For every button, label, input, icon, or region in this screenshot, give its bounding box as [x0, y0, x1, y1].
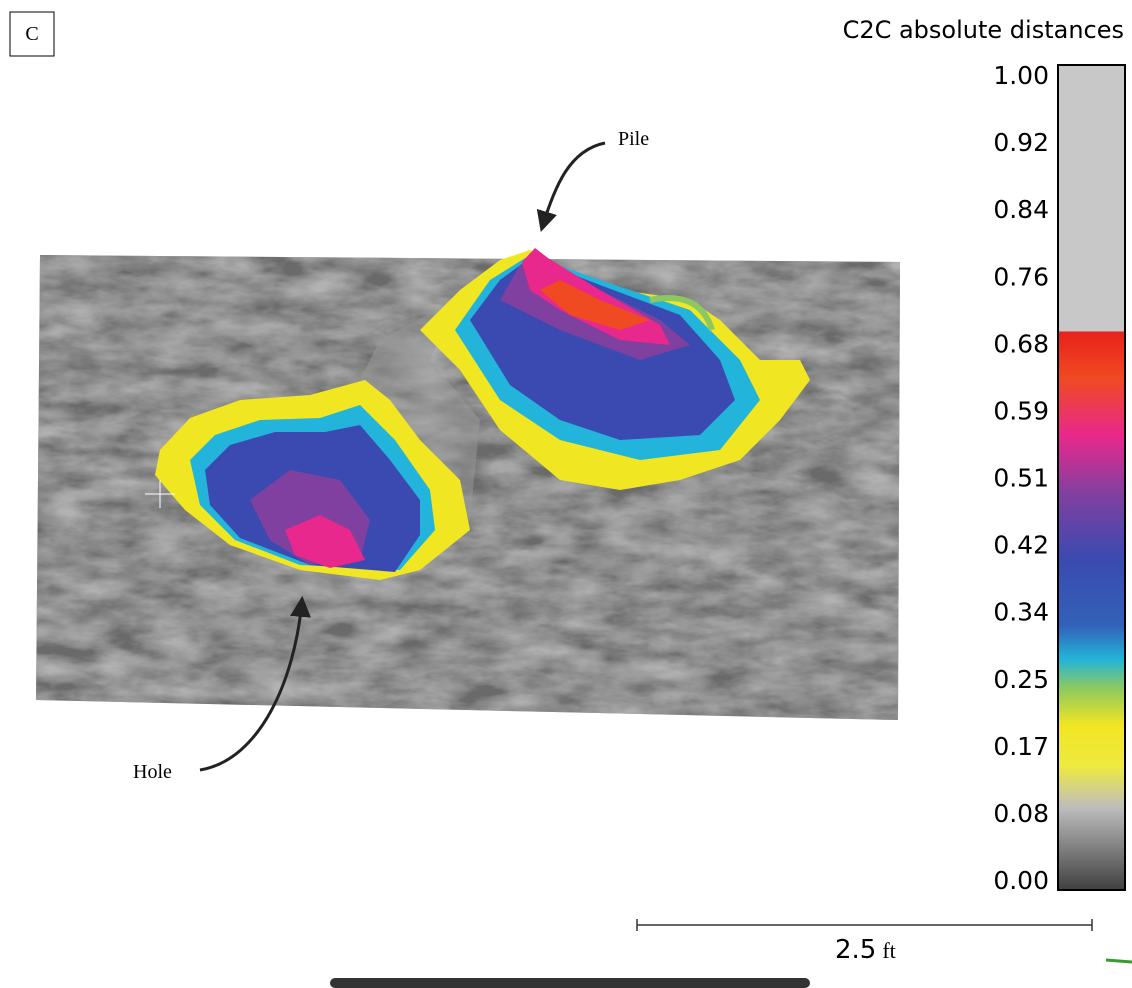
- point-cloud: [36, 248, 900, 720]
- pile-label: Pile: [618, 128, 649, 150]
- colorbar-tick-label: 0.17: [993, 732, 1049, 761]
- colorbar: [1058, 65, 1125, 890]
- colorbar-tick-label: 0.92: [993, 128, 1049, 157]
- scale-unit: ft: [882, 938, 895, 963]
- colorbar-tick-label: 0.76: [993, 262, 1049, 291]
- colorbar-tick-label: 0.00: [993, 866, 1049, 895]
- colorbar-tick-label: 0.25: [993, 665, 1049, 694]
- colorbar-tick-label: 0.59: [993, 396, 1049, 425]
- toolbar-bar: [330, 978, 810, 988]
- scale-length: 2.5: [835, 935, 876, 965]
- pile-arrow: [542, 143, 605, 228]
- colorbar-tick-label: 0.08: [993, 799, 1049, 828]
- colorbar-tick-label: 0.42: [993, 531, 1049, 560]
- figure: C Pile Hole C2C absolute distances 1.00 0…: [0, 0, 1132, 988]
- hole-label: Hole: [133, 761, 172, 783]
- colorbar-tick-label: 0.84: [993, 195, 1049, 224]
- colorbar-tick-label: 0.68: [993, 329, 1049, 358]
- colorbar-tick-label: 1.00: [993, 61, 1049, 90]
- colorbar-tick-label: 0.34: [993, 598, 1049, 627]
- colorbar-tick-label: 0.51: [993, 464, 1049, 493]
- panel-label: C: [25, 23, 38, 45]
- colorbar-title: C2C absolute distances: [843, 16, 1124, 44]
- cursor-mark: [1106, 960, 1132, 962]
